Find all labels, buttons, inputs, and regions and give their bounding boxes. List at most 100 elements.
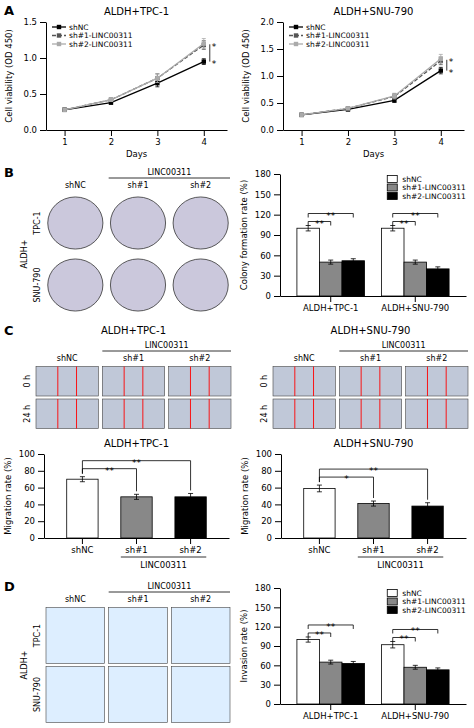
error-bar: [413, 260, 418, 264]
y-tick-mark: [38, 454, 44, 455]
legend: shNCsh#1-LINC00311sh#2-LINC00311: [52, 23, 133, 49]
error-bar: [435, 668, 440, 672]
point: [439, 68, 443, 72]
x-tick-label: ALDH+TPC-1: [303, 303, 358, 313]
y-tick: 40: [24, 500, 44, 510]
error-bar-line: [425, 509, 430, 510]
error-bar-line: [155, 82, 159, 83]
x-tick: 4: [202, 130, 207, 147]
x-tick-mark: [111, 130, 112, 136]
y-tick: 0.0: [23, 125, 46, 135]
scratch-edge: [313, 367, 314, 397]
image-placeholder: [48, 197, 103, 249]
error-bar: [109, 98, 113, 101]
point: [62, 108, 66, 112]
y-tick: 1.0: [260, 71, 283, 81]
scratch-edge: [57, 367, 58, 397]
error-bar-line: [155, 73, 159, 74]
x-tick: 1: [299, 130, 304, 147]
x-tick-mark: [415, 296, 416, 302]
series-line: [65, 45, 204, 110]
y-tick-mark: [274, 646, 280, 647]
error-bar-line: [351, 258, 356, 259]
scratch-edge: [294, 367, 295, 397]
error-bar-line: [155, 86, 159, 87]
y-tick-mark: [274, 276, 280, 277]
error-bar-line: [427, 503, 428, 510]
row-label: 24 h: [260, 405, 269, 423]
point: [392, 94, 396, 98]
x-tick-mark: [330, 296, 331, 302]
y-tick: 60: [24, 483, 44, 493]
annotation: **: [315, 219, 325, 229]
y-tick-mark: [275, 471, 281, 472]
annotation: **: [400, 219, 410, 229]
image-placeholder: [339, 399, 401, 429]
image-grid: [46, 608, 230, 723]
error-bar: [351, 259, 356, 263]
error-bar: [390, 226, 395, 231]
x-tick-label: 1: [62, 137, 67, 147]
series: [62, 59, 206, 112]
bar: [342, 261, 365, 296]
legend-marker: [294, 25, 298, 29]
figure: 12340.00.51.01.5ALDH+TPC-1DaysCell viabi…: [0, 0, 474, 728]
y-tick-mark: [277, 49, 283, 50]
image-placeholder: [48, 259, 103, 311]
y-tick: 1.5: [260, 44, 283, 54]
group-overline: [109, 178, 230, 179]
x-tick-mark: [427, 538, 428, 544]
y-axis-title: ALDH+: [20, 240, 29, 269]
error-bar: [351, 661, 356, 665]
y-tick: 0.5: [23, 89, 46, 99]
legend-swatch: [387, 176, 397, 183]
bar: [297, 640, 320, 704]
group-label: LINC00311: [145, 341, 189, 350]
scratch-edge: [361, 367, 362, 397]
x-axis-line: [47, 130, 228, 131]
error-bar-line: [392, 93, 396, 94]
y-tick-mark: [275, 454, 281, 455]
panel-image: LINC00311shNCsh#1sh#2TPC-1SNU-790ALDH+: [20, 168, 230, 311]
series: [319, 260, 426, 296]
y-tick-label: 100: [256, 449, 272, 459]
x-tick-mark: [136, 538, 137, 544]
group-underline: [358, 557, 443, 558]
y-tick-mark: [274, 704, 280, 705]
error-bar: [109, 98, 113, 101]
error-bar-line: [371, 501, 376, 502]
x-tick-label: sh#1: [362, 545, 384, 555]
column-label: sh#1: [123, 354, 144, 363]
y-tick-label: 100: [19, 449, 35, 459]
error-bar-line: [353, 661, 354, 665]
legend-item: sh#2-LINC00311: [387, 192, 466, 201]
bar: [175, 497, 206, 538]
error-bar-line: [415, 665, 416, 669]
error-bar-line: [371, 506, 376, 507]
y-tick-mark: [40, 130, 46, 131]
error-bar-line: [435, 266, 440, 267]
point: [62, 108, 66, 112]
x-tick-label: 2: [109, 137, 114, 147]
error-bar-line: [392, 226, 393, 231]
bar: [404, 262, 427, 296]
y-axis-title: Invasion rate (%): [239, 610, 249, 683]
scratch-edge: [209, 367, 210, 397]
y-tick: 150: [255, 603, 280, 613]
title: ALDH+SNU-790: [334, 438, 414, 449]
column-label: sh#1: [127, 181, 148, 190]
row-label: SNU-790: [33, 677, 42, 712]
bar: [358, 504, 389, 538]
image-placeholder: [171, 608, 230, 664]
y-tick-mark: [275, 538, 281, 539]
panel-label: B: [4, 165, 14, 180]
legend: shNCsh#1-LINC00311sh#2-LINC00311: [387, 175, 466, 201]
column-label: shNC: [65, 595, 86, 604]
panel-image: ALDH+SNU-790LINC00311shNCsh#1sh#20 h24 h: [260, 325, 468, 429]
y-axis: 0.00.51.01.5: [23, 17, 46, 135]
bar: [319, 262, 342, 296]
image-placeholder: [36, 367, 98, 397]
error-bar-line: [188, 500, 193, 501]
x-tick: ALDH+TPC-1: [303, 704, 358, 721]
y-tick-label: 90: [260, 230, 271, 240]
